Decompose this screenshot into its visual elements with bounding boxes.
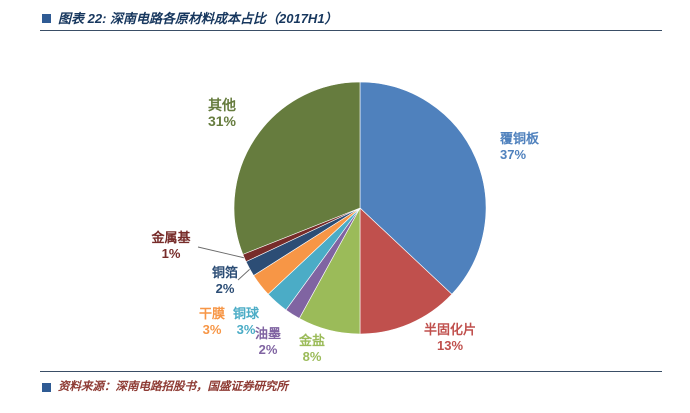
pie-label-name: 其他 [208, 97, 236, 113]
footer-divider [40, 371, 662, 372]
pie-slice-prepreg [359, 207, 453, 335]
pie-label-name: 油墨 [254, 326, 281, 341]
pie-label-value: 1% [161, 246, 181, 261]
chart-title: 图表 22: 深南电路各原材料成本占比（2017H1） [58, 11, 338, 26]
pie-label-value: 3% [236, 322, 256, 337]
pie-label-name: 金属基 [151, 230, 191, 245]
pie-label-metal-base: 金属基 1% [145, 230, 197, 262]
pie-label-value: 13% [436, 338, 464, 353]
pie-label-name: 金盐 [298, 333, 325, 348]
pie-label-value: 2% [215, 281, 235, 296]
pie-label-name: 干膜 [198, 306, 225, 321]
pie-label-ink: 油墨 2% [250, 326, 286, 358]
pie-label-value: 31% [207, 113, 237, 129]
pie-label-value: 37% [500, 147, 527, 162]
pie-label-value: 8% [302, 349, 322, 364]
pie-label-dry-film: 干膜 3% [195, 306, 229, 338]
source-text: 资料来源：深南电路招股书，国盛证券研究所 [58, 381, 288, 393]
pie-label-value: 2% [258, 342, 278, 357]
pie-slice-copper-clad-laminate [359, 81, 487, 295]
pie-label-name: 铜箔 [211, 265, 238, 280]
header-divider [40, 30, 662, 31]
pie-label-copper-ball: 铜球 3% [229, 306, 263, 338]
pie-label-value: 3% [202, 322, 222, 337]
leader-line-copper-foil [237, 268, 251, 281]
pie-label-name: 覆铜板 [500, 131, 540, 146]
pie-label-copper-foil: 铜箔 2% [206, 265, 244, 297]
pie-label-name: 铜球 [232, 306, 259, 321]
pie-label-others: 其他 31% [194, 97, 250, 129]
pie-label-name: 半固化片 [423, 322, 476, 337]
title-bullet-icon [42, 14, 51, 23]
pie-slice-others [233, 81, 361, 255]
leader-line-metal-base [197, 246, 246, 259]
pie-label-copper-clad-laminate: 覆铜板 37% [500, 131, 570, 163]
pie-label-gold-salt: 金盐 8% [291, 333, 333, 365]
pie-label-prepreg: 半固化片 13% [414, 322, 486, 354]
source-bullet-icon [42, 383, 51, 392]
